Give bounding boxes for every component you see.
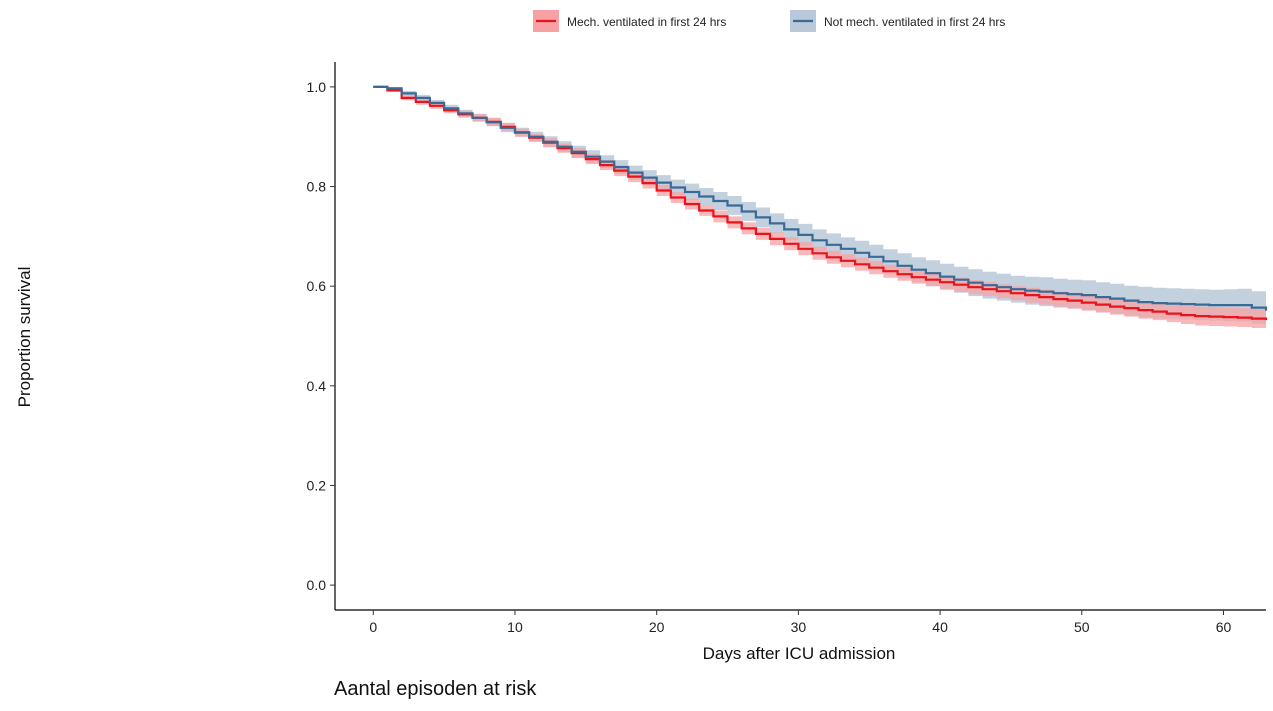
y-tick-label: 0.4 [307, 378, 327, 394]
x-tick-label: 20 [649, 619, 665, 635]
x-tick-label: 40 [932, 619, 948, 635]
band-mech-ventilated [373, 86, 1266, 330]
x-tick-label: 60 [1216, 619, 1232, 635]
x-tick-label: 10 [507, 619, 523, 635]
legend-label: Not mech. ventilated in first 24 hrs [824, 15, 1005, 29]
y-tick-label: 0.8 [307, 179, 327, 195]
x-tick-label: 50 [1074, 619, 1090, 635]
y-tick-label: 0.0 [307, 577, 327, 593]
series-line-mech-ventilated [373, 85, 1268, 321]
legend: Mech. ventilated in first 24 hrs Not mech… [533, 10, 1005, 32]
x-tick-label: 30 [791, 619, 807, 635]
y-axis-label: Proportion survival [15, 267, 34, 408]
risk-table-title: Aantal episoden at risk [334, 678, 537, 700]
legend-label: Mech. ventilated in first 24 hrs [567, 15, 726, 29]
series-line-not-mech-ventilated [373, 85, 1268, 311]
confidence-bands [373, 86, 1266, 330]
x-axis-label: Days after ICU admission [703, 644, 896, 663]
y-tick-label: 0.2 [307, 477, 327, 493]
survival-lines [373, 85, 1268, 321]
x-tick-label: 0 [369, 619, 377, 635]
axes: 0.0 0.2 0.4 0.6 0.8 1.0 0 10 20 30 40 50 60 [307, 62, 1266, 635]
y-tick-label: 1.0 [307, 79, 327, 95]
y-tick-label: 0.6 [307, 278, 327, 294]
